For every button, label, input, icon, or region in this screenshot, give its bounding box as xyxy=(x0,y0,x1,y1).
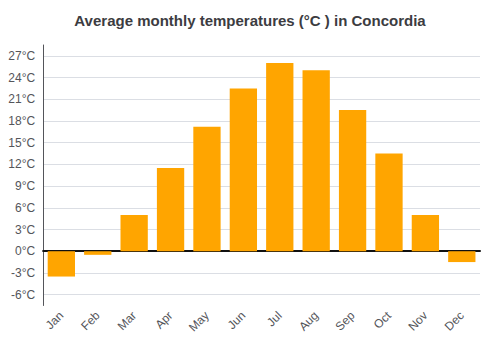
svg-text:Average monthly temperatures (: Average monthly temperatures (°C ) in Co… xyxy=(74,12,426,29)
svg-text:18°C: 18°C xyxy=(8,114,35,128)
svg-text:6°C: 6°C xyxy=(15,201,35,215)
svg-text:Jun: Jun xyxy=(225,309,249,333)
svg-text:9°C: 9°C xyxy=(15,179,35,193)
svg-text:Dec: Dec xyxy=(442,309,467,334)
svg-text:Apr: Apr xyxy=(152,309,175,332)
svg-text:May: May xyxy=(186,309,212,335)
svg-text:-3°C: -3°C xyxy=(11,266,35,280)
svg-text:12°C: 12°C xyxy=(8,157,35,171)
svg-text:Jul: Jul xyxy=(264,309,285,330)
svg-text:Nov: Nov xyxy=(405,309,430,334)
svg-text:Feb: Feb xyxy=(78,308,103,333)
svg-text:Mar: Mar xyxy=(115,309,140,333)
svg-text:27°C: 27°C xyxy=(8,49,35,63)
svg-text:Aug: Aug xyxy=(296,309,321,334)
svg-text:Sep: Sep xyxy=(333,308,358,333)
svg-text:0°C: 0°C xyxy=(15,244,35,258)
svg-text:Jan: Jan xyxy=(43,309,67,333)
svg-text:Oct: Oct xyxy=(371,308,395,332)
svg-text:24°C: 24°C xyxy=(8,71,35,85)
svg-text:21°C: 21°C xyxy=(8,92,35,106)
svg-text:3°C: 3°C xyxy=(15,223,35,237)
svg-text:15°C: 15°C xyxy=(8,136,35,150)
svg-text:-6°C: -6°C xyxy=(11,288,35,302)
